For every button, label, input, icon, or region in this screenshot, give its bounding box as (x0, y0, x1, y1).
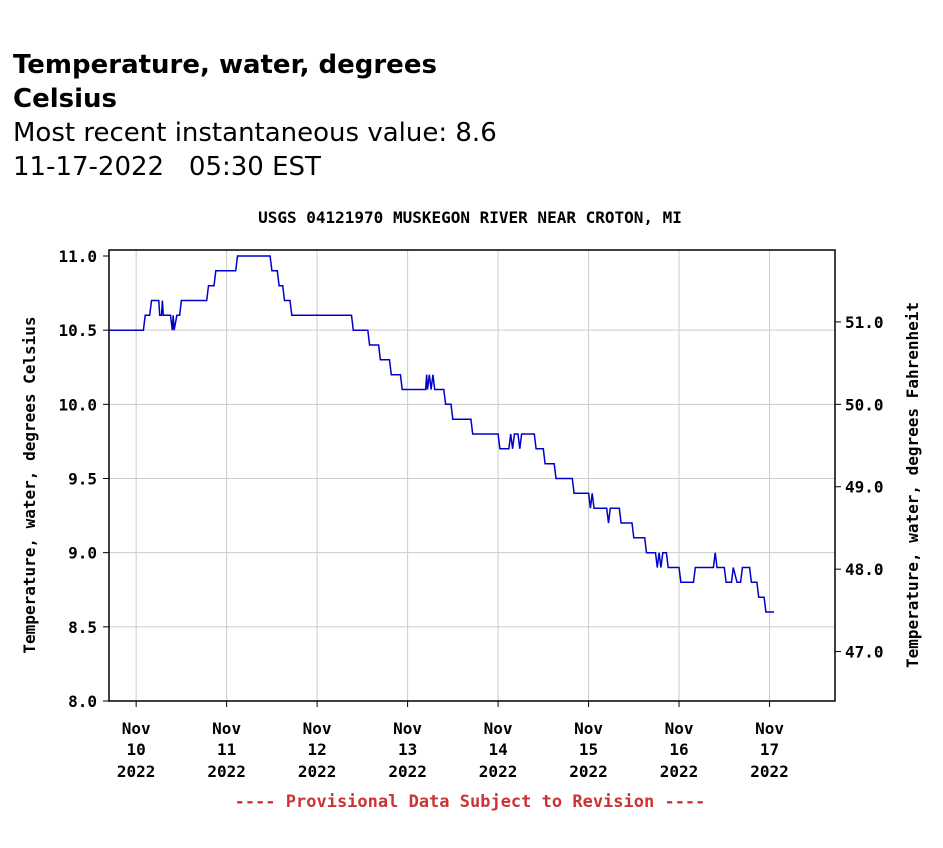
x-tick-label-year: 2022 (117, 762, 156, 781)
y-tick-label-right: 49.0 (845, 478, 884, 497)
y-tick-label-right: 51.0 (845, 313, 884, 332)
x-tick-label-month: Nov (122, 719, 151, 738)
x-tick-label-month: Nov (484, 719, 513, 738)
y-tick-label-right: 48.0 (845, 560, 884, 579)
x-tick-label-day: 17 (760, 740, 779, 759)
x-tick-label-day: 10 (127, 740, 146, 759)
y-tick-label-left: 8.5 (68, 618, 97, 637)
x-tick-label-year: 2022 (479, 762, 518, 781)
y-tick-label-left: 10.0 (58, 395, 97, 414)
x-tick-label-day: 15 (579, 740, 598, 759)
chart-title: USGS 04121970 MUSKEGON RIVER NEAR CROTON… (258, 208, 682, 227)
x-tick-label-month: Nov (303, 719, 332, 738)
y-tick-label-right: 47.0 (845, 643, 884, 662)
chart-series-group (109, 255, 774, 613)
x-tick-label-day: 16 (669, 740, 688, 759)
recent-value-timestamp: 11-17-2022 05:30 EST (13, 150, 613, 184)
x-tick-label-month: Nov (665, 719, 694, 738)
x-axis: Nov 10 2022 Nov 11 2022 Nov 12 2022 Nov 13 2022 Nov 1… (117, 701, 789, 781)
header: Temperature, water, degrees Celsius Most… (13, 48, 613, 184)
x-tick-label-month: Nov (212, 719, 241, 738)
y-tick-label-left: 11.0 (58, 247, 97, 266)
x-tick-label-year: 2022 (660, 762, 699, 781)
recent-value-date: 11-17-2022 (13, 152, 165, 182)
x-tick-label-day: 13 (398, 740, 417, 759)
y-tick-label-right: 50.0 (845, 395, 884, 414)
x-tick-label-day: 11 (217, 740, 236, 759)
provisional-data-note: ---- Provisional Data Subject to Revisio… (235, 792, 706, 812)
y-axis-label-left: Temperature, water, degrees Celsius (20, 316, 39, 653)
chart-grid (109, 250, 835, 701)
plot-frame (108, 249, 836, 702)
recent-value-time: 05:30 EST (188, 152, 321, 182)
x-tick-label-month: Nov (393, 719, 422, 738)
parameter-title-line1: Temperature, water, degrees (13, 50, 437, 80)
x-tick-label-year: 2022 (207, 762, 246, 781)
parameter-title-line2: Celsius (13, 84, 117, 114)
y-axis-right: 47.0 48.0 49.0 50.0 51.0 (835, 313, 884, 662)
y-tick-label-left: 10.5 (58, 321, 97, 340)
x-tick-label-year: 2022 (298, 762, 337, 781)
temperature-series-line (109, 255, 774, 613)
y-axis-label-right: Temperature, water, degrees Fahrenheit (903, 302, 922, 668)
y-axis-left: 8.0 8.5 9.0 9.5 10.0 10.5 11.0 (58, 247, 109, 711)
y-tick-label-left: 9.0 (68, 544, 97, 563)
x-tick-label-year: 2022 (750, 762, 789, 781)
x-tick-label-year: 2022 (569, 762, 608, 781)
x-tick-label-month: Nov (755, 719, 784, 738)
x-tick-label-month: Nov (574, 719, 603, 738)
recent-value-text: Most recent instantaneous value: 8.6 (13, 118, 497, 148)
y-tick-label-left: 9.5 (68, 470, 97, 489)
x-tick-label-day: 14 (488, 740, 507, 759)
x-tick-label-year: 2022 (388, 762, 427, 781)
y-tick-label-left: 8.0 (68, 692, 97, 711)
x-tick-label-day: 12 (307, 740, 326, 759)
